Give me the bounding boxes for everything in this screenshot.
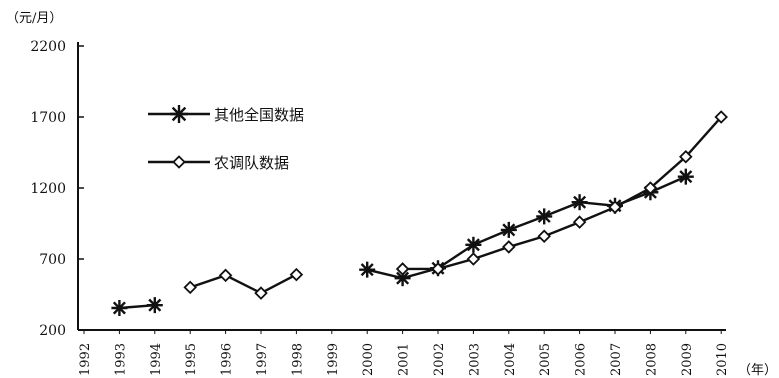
x-tick-label: 2000 [361,343,376,376]
diamond-marker [254,286,268,300]
x-tick-label: 2008 [644,343,659,376]
diamond-marker [431,262,445,276]
x-tick-label: 2003 [467,343,482,376]
diamond-marker [572,215,587,229]
x-tick-label: 2010 [715,343,730,376]
y-tick-label: 200 [39,323,66,339]
asterisk-marker [500,221,517,238]
series-1 [111,168,694,316]
diamond-marker [395,262,410,276]
x-tick-label: 1998 [290,343,305,376]
x-axis-label: （年） [738,363,777,378]
x-ticks: 1992 1993 1994 1995 1996 1997 1998 1999 2000 2001… [78,330,730,376]
y-ticks: 200 700 1200 1700 2200 [30,39,84,339]
diamond-marker [679,149,693,164]
diamond-marker [218,268,233,283]
diamond-marker [183,280,197,295]
x-tick-label: 1997 [255,343,270,376]
axes: （元/月） （年） [6,11,777,378]
asterisk-marker [359,261,376,278]
diamond-marker [537,229,551,244]
diamond-marker [172,155,186,169]
legend-item: 其他全国数据 [148,105,304,124]
series-line [189,273,297,295]
diamond-marker [714,110,728,124]
x-tick-label: 2001 [397,343,412,376]
asterisk-marker [536,208,553,225]
diamond-marker [643,181,658,195]
x-tick-label: 1995 [184,343,199,376]
asterisk-marker [170,105,188,123]
asterisk-marker [146,297,163,314]
x-tick-label: 2009 [680,343,695,376]
x-tick-label: 1994 [149,343,164,376]
series-layer [111,110,728,316]
legend-label: 其他全国数据 [214,106,304,124]
asterisk-marker [571,194,588,211]
y-tick-label: 1700 [30,110,66,126]
diamond-marker [289,267,304,282]
diamond-marker [466,252,481,266]
asterisk-marker [677,168,694,185]
asterisk-marker [465,236,482,253]
x-tick-label: 2002 [432,343,447,376]
series-line [366,175,687,280]
x-tick-label: 1999 [326,343,341,376]
legend-item: 农调队数据 [148,154,289,172]
x-tick-label: 2007 [609,343,624,376]
diamond-marker [502,240,516,254]
y-axis-label: （元/月） [6,11,62,26]
y-tick-label: 2200 [30,39,66,55]
asterisk-marker [111,299,128,316]
x-tick-label: 2006 [574,343,589,376]
legend-label: 农调队数据 [214,154,289,172]
x-tick-label: 2005 [538,343,553,376]
x-tick-label: 1996 [220,343,235,376]
y-tick-label: 700 [39,252,66,268]
x-tick-label: 1993 [113,343,128,376]
diamond-marker [608,200,622,214]
y-tick-label: 1200 [30,181,66,197]
x-tick-label: 2004 [503,343,518,376]
series-line [402,116,723,271]
series-2 [183,110,728,300]
x-tick-label: 1992 [78,343,93,376]
